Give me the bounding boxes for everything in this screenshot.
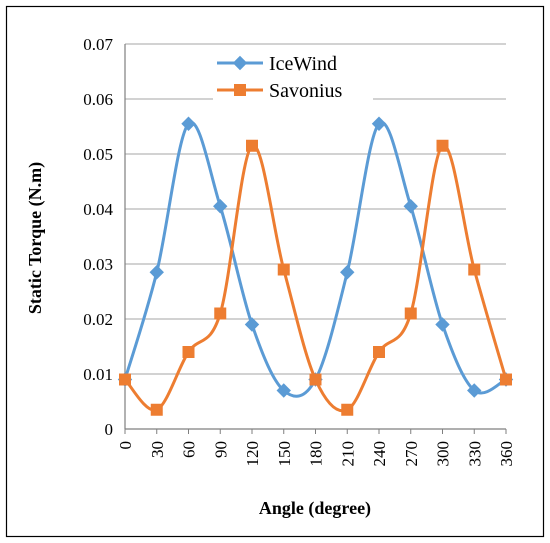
x-tick-label: 210 <box>338 441 357 467</box>
data-point-savonius <box>214 307 227 320</box>
data-point-icewind <box>467 383 482 398</box>
data-point-savonius <box>309 373 322 386</box>
x-tick-label: 30 <box>148 441 167 458</box>
data-point-icewind <box>403 199 418 214</box>
data-point-savonius <box>500 373 512 386</box>
legend-label-icewind: IceWind <box>269 53 337 75</box>
y-tick-label: 0.07 <box>83 35 113 54</box>
y-tick-label: 0.05 <box>83 145 113 164</box>
legend-marker-icewind <box>232 55 248 71</box>
data-point-icewind <box>371 116 387 131</box>
data-point-savonius <box>436 139 449 152</box>
data-point-savonius <box>119 373 131 386</box>
x-tick-label: 360 <box>497 441 516 467</box>
data-point-savonius <box>468 263 481 276</box>
y-tick-label: 0.04 <box>83 200 113 219</box>
series-layer <box>117 116 514 416</box>
data-point-savonius <box>341 403 354 416</box>
data-point-savonius <box>182 346 195 358</box>
y-tick-label: 0.06 <box>83 90 113 109</box>
x-tick-label: 270 <box>402 441 421 467</box>
x-tick-label: 330 <box>465 441 484 467</box>
series-savonius <box>119 139 512 416</box>
data-point-icewind <box>435 317 450 332</box>
legend-label-savonius: Savonius <box>269 80 343 102</box>
data-point-icewind <box>244 317 260 332</box>
data-point-icewind <box>181 116 196 131</box>
y-tick-label: 0.03 <box>83 255 113 274</box>
x-tick-label: 60 <box>180 441 199 458</box>
tick-labels: 0 0.01 0.02 0.03 0.04 0.05 0.06 0.07 0 30 60 90 120 1… <box>83 35 516 467</box>
y-axis-title: Static Torque (N.m) <box>25 162 46 314</box>
data-point-icewind <box>340 265 355 280</box>
x-tick-label: 180 <box>307 441 326 467</box>
x-tick-label: 120 <box>243 441 262 467</box>
data-point-icewind <box>276 383 291 398</box>
data-point-savonius <box>404 307 417 320</box>
x-axis-title: Angle (degree) <box>259 498 371 519</box>
data-point-savonius <box>246 139 258 152</box>
y-tick-label: 0 <box>105 420 114 439</box>
legend-marker-savonius <box>234 84 246 96</box>
data-point-savonius <box>373 346 385 358</box>
x-tick-label: 150 <box>275 441 294 467</box>
data-point-savonius <box>150 403 163 416</box>
y-tick-label: 0.01 <box>83 365 113 384</box>
data-point-icewind <box>149 265 164 280</box>
data-point-icewind <box>213 199 228 214</box>
x-tick-label: 240 <box>370 441 389 467</box>
y-tick-label: 0.02 <box>83 310 113 329</box>
legend: IceWind Savonius <box>213 46 373 104</box>
x-tick-label: 300 <box>434 441 453 467</box>
axes <box>124 44 507 434</box>
data-point-savonius <box>277 263 290 276</box>
x-tick-label: 90 <box>211 441 230 458</box>
x-tick-label: 0 <box>116 441 135 450</box>
